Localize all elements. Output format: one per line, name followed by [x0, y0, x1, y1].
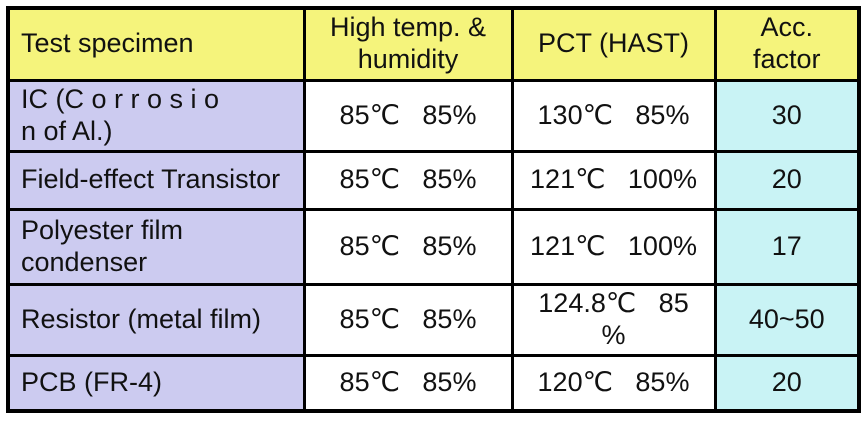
table-row: PCB (FR-4) 85℃ 85% 120℃ 85% 20	[6, 353, 861, 413]
header-high-temp-humidity: High temp. & humidity	[302, 6, 514, 82]
pct-hast-cell: 124.8℃ 85 %	[510, 282, 717, 357]
pct-hast-cell: 120℃ 85%	[510, 353, 717, 413]
acc-factor-cell: 17	[713, 207, 861, 286]
acc-factor-cell: 40~50	[713, 282, 861, 357]
high-temp-humidity-cell: 85℃ 85%	[302, 353, 514, 413]
accelerated-test-table: Test specimen High temp. & humidity PCT …	[6, 6, 861, 413]
specimen-cell: PCB (FR-4)	[6, 353, 306, 413]
table-row: Field-effect Transistor 85℃ 85% 121℃ 100…	[6, 149, 861, 211]
header-row: Test specimen High temp. & humidity PCT …	[6, 6, 861, 82]
header-pct-hast: PCT (HAST)	[510, 6, 717, 82]
specimen-cell: Resistor (metal film)	[6, 282, 306, 357]
acc-factor-cell: 20	[713, 149, 861, 211]
header-acc-factor: Acc. factor	[713, 6, 861, 82]
high-temp-humidity-cell: 85℃ 85%	[302, 149, 514, 211]
pct-hast-cell: 130℃ 85%	[510, 78, 717, 153]
pct-hast-cell: 121℃ 100%	[510, 207, 717, 286]
header-test-specimen: Test specimen	[6, 6, 306, 82]
specimen-cell: Field-effect Transistor	[6, 149, 306, 211]
high-temp-humidity-cell: 85℃ 85%	[302, 78, 514, 153]
high-temp-humidity-cell: 85℃ 85%	[302, 282, 514, 357]
specimen-cell: Polyester film condenser	[6, 207, 306, 286]
acc-factor-cell: 30	[713, 78, 861, 153]
table-row: Resistor (metal film) 85℃ 85% 124.8℃ 85 …	[6, 282, 861, 357]
specimen-cell: IC (C o r r o s i o n of Al.)	[6, 78, 306, 153]
table-row: IC (C o r r o s i o n of Al.) 85℃ 85% 13…	[6, 78, 861, 153]
high-temp-humidity-cell: 85℃ 85%	[302, 207, 514, 286]
table-row: Polyester film condenser 85℃ 85% 121℃ 10…	[6, 207, 861, 286]
acc-factor-cell: 20	[713, 353, 861, 413]
pct-hast-cell: 121℃ 100%	[510, 149, 717, 211]
